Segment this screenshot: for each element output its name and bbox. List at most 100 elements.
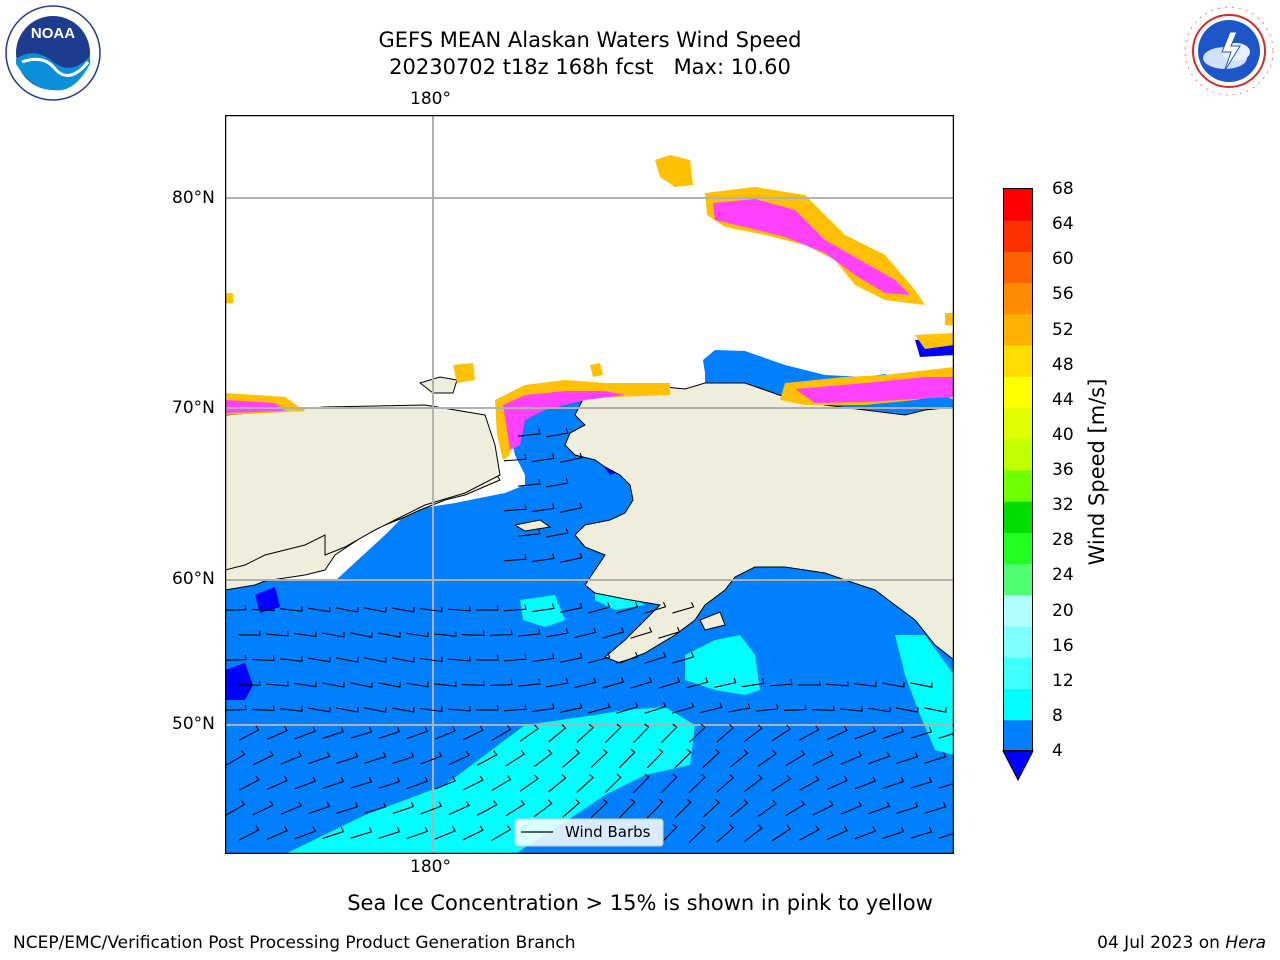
wind-barb — [910, 826, 933, 839]
wind-barb — [378, 826, 401, 839]
lat-label-50: 50°N — [172, 714, 215, 734]
wind-barb — [462, 725, 484, 741]
colorbar-block — [1004, 532, 1032, 565]
wind-barb — [826, 725, 848, 741]
colorbar-tick-label: 8 — [1052, 705, 1063, 726]
wind-barb — [280, 801, 302, 815]
wind-barb — [799, 825, 820, 841]
wind-barb — [505, 799, 526, 817]
wind-barb — [674, 798, 692, 819]
wind-barb — [462, 825, 484, 841]
wind-barb — [350, 682, 373, 688]
wind-barb — [658, 627, 681, 639]
wind-barb — [769, 679, 793, 687]
wind-barb — [840, 751, 862, 765]
wind-barb — [602, 677, 625, 689]
noaa-logo-text: NOAA — [31, 25, 75, 42]
wind-barb — [239, 825, 260, 841]
colorbar-tick-label: 40 — [1052, 424, 1074, 445]
land-kodiak-island — [699, 611, 726, 631]
wind-barb — [882, 726, 905, 740]
wind-barb — [632, 723, 650, 744]
wind-barb — [700, 702, 723, 714]
wind-barb — [265, 630, 289, 637]
wind-barb — [434, 776, 456, 790]
colorbar-block — [1004, 438, 1032, 471]
wind-barb — [532, 653, 555, 663]
wind-barb — [392, 801, 415, 814]
wind-barb — [882, 681, 905, 688]
wind-barb — [364, 801, 387, 814]
wind-barb — [462, 775, 484, 791]
wind-barb — [434, 631, 457, 637]
wind-barb — [475, 655, 499, 661]
wind-barb — [336, 707, 359, 713]
wind-barb — [785, 750, 806, 767]
wind-barbs-layer — [225, 428, 954, 844]
wind-barb — [505, 749, 526, 767]
wind-barb — [503, 554, 527, 562]
colorbar-tick-label: 64 — [1052, 214, 1074, 235]
wind-barb — [546, 428, 569, 438]
wind-barb — [434, 681, 457, 687]
colorbar-tick-label: 44 — [1052, 389, 1074, 410]
wind-barb — [854, 826, 877, 840]
wind-barb — [840, 801, 862, 815]
lat-label-80: 80°N — [172, 188, 215, 208]
wind-barb — [406, 726, 429, 740]
wind-barb — [728, 703, 751, 713]
wind-barb — [533, 749, 553, 768]
graticule — [225, 115, 954, 854]
wind-barb — [392, 706, 415, 713]
wind-barb — [616, 652, 639, 664]
wind-barb — [574, 677, 597, 689]
colorbar-tick-label: 60 — [1052, 249, 1074, 270]
wind-barb — [294, 681, 317, 688]
wind-barb — [294, 631, 317, 638]
wind-barb — [364, 607, 387, 613]
wind-barb — [364, 707, 387, 713]
wind-barb — [239, 775, 260, 791]
wind-barb — [560, 652, 583, 663]
wind-barb — [461, 630, 485, 637]
wind-barb — [280, 606, 303, 612]
wind-barb — [546, 528, 569, 538]
colorbar-block — [1004, 657, 1032, 690]
wind-barb — [447, 605, 471, 612]
wind-barb — [308, 606, 331, 613]
wind-barb — [618, 798, 636, 819]
wind-barb — [447, 705, 471, 712]
colorbar-block — [1004, 407, 1032, 440]
lat-label-60: 60°N — [172, 569, 215, 589]
wind-barb — [644, 701, 667, 714]
wind-barb — [491, 775, 512, 792]
wind-barb — [660, 723, 678, 744]
wind-barb — [364, 657, 387, 663]
wind-barb — [548, 724, 567, 743]
wind-barb — [868, 751, 891, 765]
colorbar-under-triangle — [1002, 750, 1034, 782]
wind-barb — [688, 723, 706, 744]
run-date-text: 04 Jul 2023 on — [1097, 933, 1226, 953]
wind-barb — [825, 680, 849, 687]
colorbar-tick-label: 52 — [1052, 319, 1074, 340]
wind-barb — [322, 826, 345, 839]
wind-barb — [336, 607, 359, 613]
wind-barb — [294, 776, 317, 790]
wind-barb — [251, 705, 275, 712]
machine-name: Hera — [1225, 933, 1266, 953]
wind-barb — [783, 704, 807, 711]
wind-barb — [574, 627, 597, 639]
wind-barb — [910, 682, 933, 688]
wind-barb — [882, 826, 905, 840]
colorbar-tick-label: 20 — [1052, 600, 1074, 621]
wind-barb — [378, 726, 401, 739]
wind-barb — [716, 824, 735, 843]
wind-barb — [826, 775, 848, 791]
wind-barb — [716, 724, 735, 743]
wind-barb — [378, 776, 401, 789]
wind-barb — [896, 801, 919, 814]
wind-barb — [702, 798, 720, 818]
wind-barb — [882, 776, 905, 790]
wind-barb — [266, 726, 288, 740]
